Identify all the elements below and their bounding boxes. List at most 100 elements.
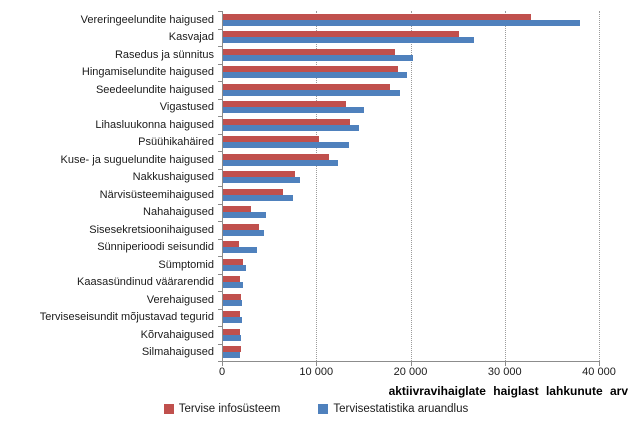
y-tickmark xyxy=(218,28,222,30)
category-label: Psüühikahäired xyxy=(138,136,214,149)
category-label: Vigastused xyxy=(159,101,214,114)
gridline xyxy=(410,11,412,361)
legend-swatch-red-icon xyxy=(163,404,174,414)
y-tickmark xyxy=(218,151,222,152)
legend-label: Tervise infosüsteem xyxy=(178,403,281,415)
bar-blue xyxy=(223,299,242,306)
bar-blue xyxy=(223,317,243,324)
x-tick-label: 20 000 xyxy=(393,366,428,378)
category-label: Terviseseisundit mõjustavad tegurid xyxy=(39,311,214,324)
bar-red xyxy=(223,328,240,335)
y-tickmark xyxy=(218,221,222,222)
bar-red xyxy=(223,276,240,283)
y-tickmark xyxy=(218,11,222,12)
bar-red xyxy=(223,258,244,265)
x-tickmark xyxy=(316,362,318,366)
bar-red xyxy=(223,346,241,353)
bar-blue xyxy=(223,89,401,96)
y-axis-line xyxy=(222,11,223,362)
bar-blue xyxy=(223,37,474,44)
y-tickmark xyxy=(218,343,222,345)
category-label: Lihasluukonna haigused xyxy=(95,118,214,131)
category-label: Vereringeelundite haigused xyxy=(80,13,214,26)
category-label: Närvisüsteemihaigused xyxy=(99,188,214,201)
bar-blue xyxy=(223,212,267,219)
bar-red xyxy=(223,101,346,108)
bar-blue xyxy=(223,229,264,236)
category-label: Kasvajad xyxy=(168,31,214,44)
x-tick-label: 10 000 xyxy=(299,366,334,378)
y-tickmark xyxy=(218,203,222,205)
legend: Tervise infosüsteem Tervisestatistika ar… xyxy=(0,403,632,415)
bar-blue xyxy=(223,107,365,114)
bar-red xyxy=(223,188,284,195)
y-tickmark xyxy=(218,168,222,170)
bar-red xyxy=(223,153,330,160)
bar-red xyxy=(223,118,351,125)
category-label: Kuse- ja suguelundite haigused xyxy=(60,153,214,166)
bar-blue xyxy=(223,247,257,254)
category-label: Kaasasündinud väärarendid xyxy=(77,276,214,289)
bar-blue xyxy=(223,334,242,341)
category-label: Hingamiselundite haigused xyxy=(81,66,214,79)
bar-blue xyxy=(223,177,301,184)
y-tickmark xyxy=(218,186,222,187)
bar-red xyxy=(223,83,390,90)
x-tick-label: 30 000 xyxy=(487,366,522,378)
category-label: Rasedus ja sünnitus xyxy=(114,48,214,61)
x-axis-title: aktiivravihaiglate haiglast lahkunute ar… xyxy=(388,384,628,398)
bar-blue xyxy=(223,194,294,201)
bar-blue xyxy=(223,54,414,61)
y-tickmark xyxy=(218,238,222,240)
bar-red xyxy=(223,293,241,300)
x-tick-label: 40 000 xyxy=(582,366,616,378)
bar-red xyxy=(223,136,320,143)
category-label: Kõrvahaigused xyxy=(140,328,214,341)
y-tickmark xyxy=(218,116,222,117)
category-label: Sünniperioodi seisundid xyxy=(97,241,214,254)
bar-red xyxy=(223,206,252,213)
legend-item-tervisestatistika-aruandlus: Tervisestatistika aruandlus xyxy=(318,403,468,415)
category-label: Sisesekretsioonihaigused xyxy=(89,223,214,236)
x-tick-label: 0 xyxy=(218,366,226,378)
bar-blue xyxy=(223,264,246,271)
legend-label: Tervisestatistika aruandlus xyxy=(333,403,469,415)
bar-red xyxy=(223,13,532,20)
category-label: Nahahaigused xyxy=(143,206,214,219)
bar-red xyxy=(223,171,296,178)
legend-swatch-blue-icon xyxy=(318,404,329,414)
x-axis-line xyxy=(222,361,600,362)
bar-red xyxy=(223,241,240,248)
gridline xyxy=(599,11,600,361)
category-label: Verehaigused xyxy=(146,293,214,306)
y-tickmark xyxy=(218,133,222,135)
bar-blue xyxy=(223,124,359,131)
y-tickmark xyxy=(218,273,222,275)
category-label: Silmahaigused xyxy=(141,346,214,359)
bar-red xyxy=(223,311,241,318)
bar-red xyxy=(223,223,260,230)
x-tickmark xyxy=(222,362,223,366)
bar-blue xyxy=(223,142,350,149)
x-tickmark xyxy=(599,362,600,366)
legend-item-tervise-infosusteem: Tervise infosüsteem xyxy=(163,403,281,415)
y-tickmark xyxy=(218,81,222,82)
y-tickmark xyxy=(218,46,222,47)
category-label: Sümptomid xyxy=(158,258,214,271)
bar-blue xyxy=(223,352,241,359)
y-tickmark xyxy=(218,308,222,310)
y-tickmark xyxy=(218,361,222,362)
gridline xyxy=(316,11,318,361)
x-tickmark xyxy=(504,362,506,366)
y-tickmark xyxy=(218,98,222,100)
bar-red xyxy=(223,31,459,38)
bar-blue xyxy=(223,72,407,79)
y-tickmark xyxy=(218,326,222,327)
bar-red xyxy=(223,66,399,73)
y-tickmark xyxy=(218,256,222,257)
y-tickmark xyxy=(218,63,222,65)
x-tickmark xyxy=(410,362,412,366)
bar-blue xyxy=(223,19,581,26)
category-label: Nakkushaigused xyxy=(132,171,214,184)
